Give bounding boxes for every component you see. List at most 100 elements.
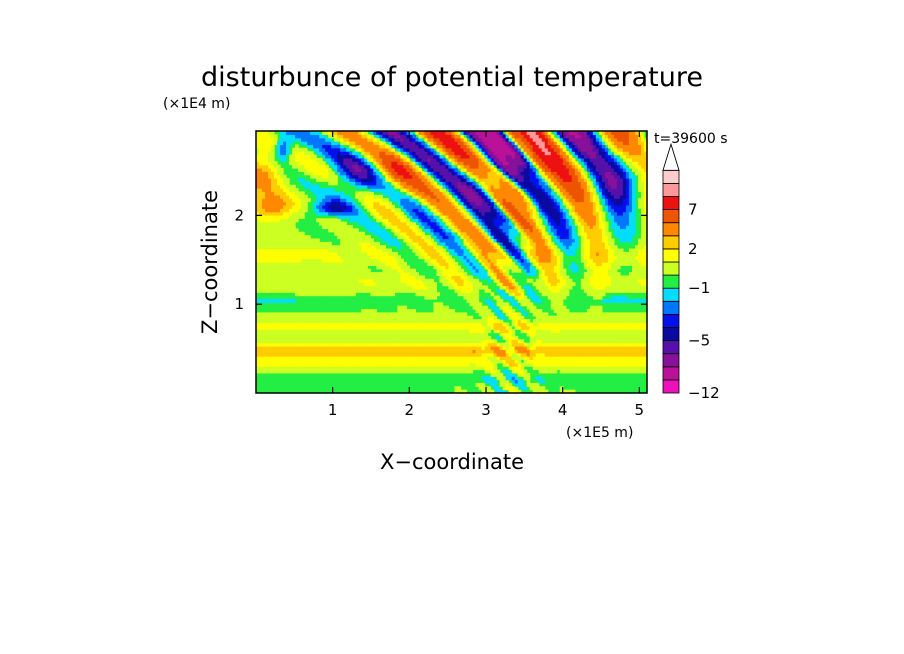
field-cell — [637, 315, 642, 320]
field-cell — [334, 231, 338, 236]
field-cell — [424, 335, 429, 340]
field-cell — [400, 345, 404, 350]
field-cell — [502, 282, 507, 287]
field-cell — [523, 362, 528, 367]
field-cell — [445, 325, 450, 330]
field-cell — [370, 332, 374, 337]
field-cell — [643, 231, 647, 236]
field-cell — [643, 322, 647, 327]
field-cell — [508, 258, 513, 263]
field-cell — [637, 332, 642, 337]
field-cell — [439, 268, 444, 273]
field-cell — [511, 332, 516, 337]
field-cell — [457, 349, 462, 354]
field-cell — [367, 322, 371, 327]
field-cell — [379, 262, 383, 266]
field-cell — [556, 262, 561, 266]
field-cell — [529, 235, 534, 240]
field-cell — [325, 262, 329, 266]
field-cell — [520, 245, 525, 250]
field-cell — [394, 369, 398, 374]
field-cell — [343, 258, 347, 263]
field-cell — [379, 335, 383, 340]
field-cell — [277, 312, 281, 317]
field-cell — [601, 288, 606, 293]
field-cell — [535, 225, 540, 230]
field-cell — [640, 315, 645, 320]
field-cell — [376, 262, 380, 266]
field-cell — [526, 332, 531, 337]
field-cell — [628, 356, 633, 361]
field-cell — [487, 255, 492, 260]
field-cell — [496, 248, 501, 253]
field-cell — [541, 268, 546, 273]
field-cell — [490, 305, 495, 310]
field-cell — [532, 251, 537, 256]
field-cell — [568, 231, 573, 236]
field-cell — [469, 329, 474, 334]
field-cell — [637, 362, 642, 367]
field-cell — [427, 285, 432, 290]
field-cell — [292, 241, 296, 246]
field-cell — [532, 322, 537, 327]
field-cell — [565, 278, 570, 283]
field-cell — [295, 366, 299, 371]
field-cell — [472, 339, 477, 344]
field-cell — [448, 272, 453, 277]
field-cell — [262, 315, 266, 320]
field-cell — [631, 268, 636, 273]
field-cell — [517, 325, 522, 330]
field-cell — [382, 325, 386, 330]
field-cell — [328, 342, 332, 347]
field-cell — [316, 369, 320, 374]
field-cell — [343, 339, 347, 344]
field-cell — [475, 255, 480, 260]
field-cell — [331, 349, 335, 354]
field-cell — [547, 359, 552, 364]
field-cell — [415, 285, 420, 290]
field-cell — [598, 366, 603, 371]
field-cell — [343, 255, 347, 260]
field-cell — [382, 322, 386, 327]
field-cell — [391, 359, 395, 364]
field-cell — [550, 332, 555, 337]
field-cell — [475, 265, 480, 270]
field-cell — [394, 359, 398, 364]
field-cell — [409, 335, 413, 340]
field-cell — [565, 325, 570, 330]
field-cell — [442, 231, 447, 236]
field-cell — [367, 312, 371, 317]
field-cell — [541, 356, 546, 361]
field-cell — [586, 268, 591, 273]
field-cell — [319, 345, 323, 350]
field-cell — [583, 356, 588, 361]
field-cell — [394, 262, 398, 266]
field-cell — [463, 345, 468, 350]
field-cell — [400, 275, 404, 280]
field-cell — [634, 349, 639, 354]
field-cell — [487, 345, 492, 350]
field-cell — [505, 272, 510, 277]
field-cell — [406, 332, 410, 337]
field-cell — [580, 335, 585, 340]
field-cell — [520, 241, 525, 246]
field-cell — [592, 359, 597, 364]
field-cell — [325, 268, 329, 273]
field-cell — [334, 258, 338, 263]
field-cell — [352, 369, 356, 374]
field-cell — [571, 322, 576, 327]
field-cell — [262, 345, 266, 350]
field-cell — [493, 359, 498, 364]
field-cell — [343, 268, 347, 273]
field-cell — [589, 369, 594, 374]
field-cell — [271, 268, 275, 273]
field-cell — [349, 319, 353, 324]
field-cell — [634, 262, 639, 266]
field-cell — [568, 339, 573, 344]
field-cell — [538, 315, 543, 320]
field-cell — [394, 332, 398, 337]
field-cell — [406, 278, 410, 283]
field-cell — [358, 221, 362, 226]
field-cell — [643, 251, 647, 256]
field-cell — [400, 369, 404, 374]
